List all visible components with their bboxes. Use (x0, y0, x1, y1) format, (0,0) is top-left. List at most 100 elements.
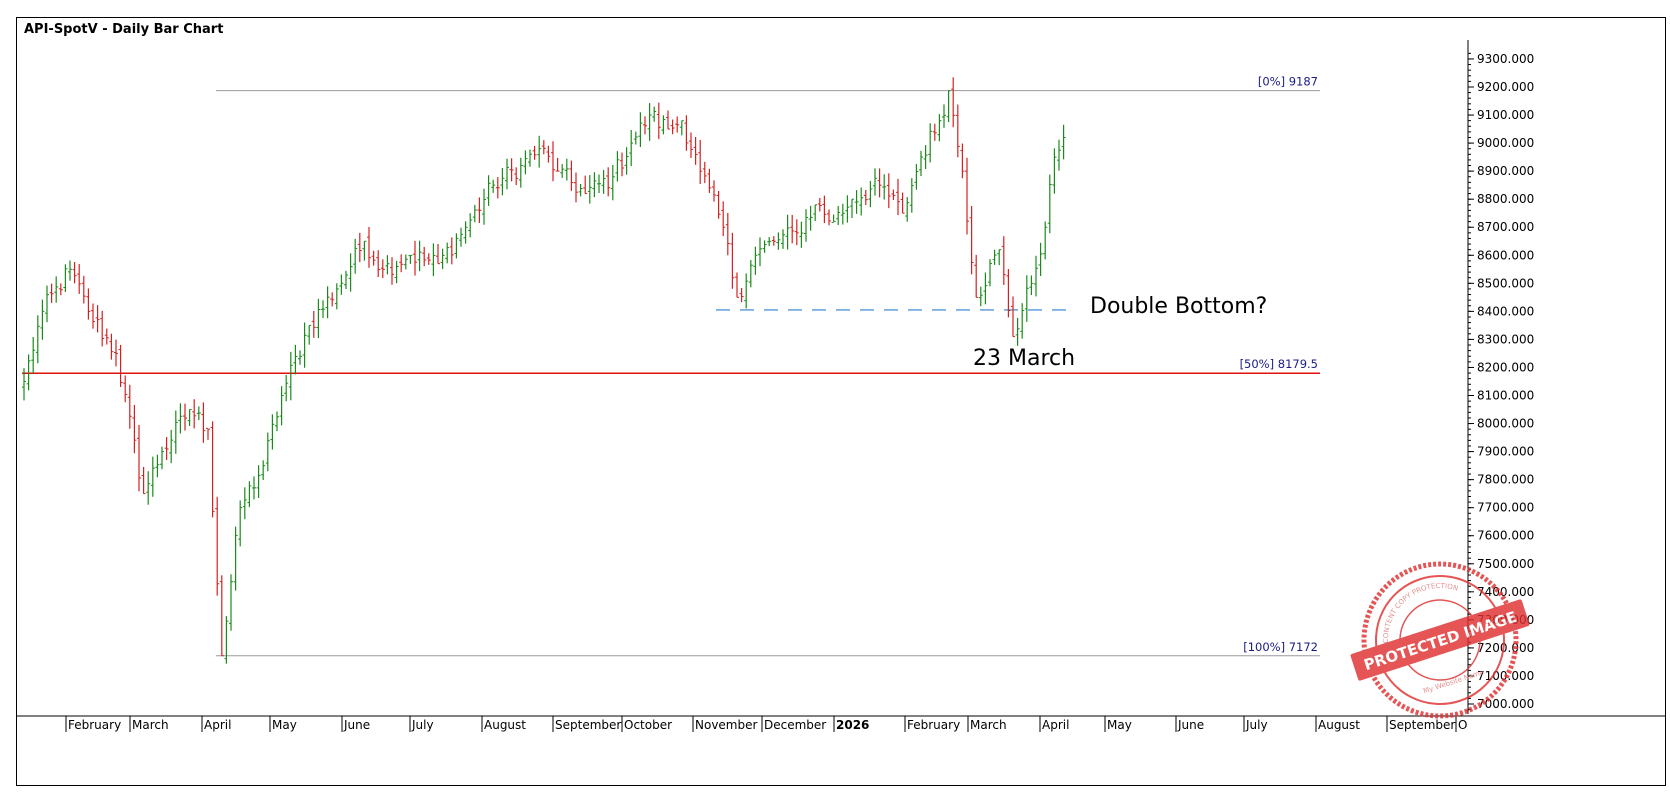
price-bar (426, 253, 431, 265)
price-bar (422, 246, 427, 267)
price-bar (141, 467, 146, 495)
price-bar (606, 167, 611, 197)
price-bar (201, 402, 206, 443)
annotation-double-bottom: Double Bottom? (1090, 294, 1267, 319)
price-bar (1038, 242, 1043, 276)
price-bar (518, 157, 523, 188)
price-bar (247, 481, 252, 508)
price-bar (500, 167, 505, 196)
x-tick-label: March (132, 718, 169, 732)
price-bar (1034, 255, 1038, 297)
price-bar (463, 221, 468, 244)
price-bar (652, 106, 657, 122)
price-bar (863, 189, 868, 206)
x-tick-label: March (970, 718, 1007, 732)
price-bar (840, 203, 845, 225)
chart-title: API-SpotV - Daily Bar Chart (24, 22, 224, 37)
price-bar (123, 375, 128, 403)
price-bar (997, 249, 1002, 266)
price-bar (974, 254, 979, 298)
price-bar (735, 272, 739, 298)
y-tick-label: 8200.000 (1477, 360, 1534, 374)
y-tick-label: 8600.000 (1477, 248, 1534, 262)
price-bar (169, 429, 174, 464)
price-bar (311, 310, 316, 338)
price-bar (408, 254, 413, 264)
price-bar (537, 135, 542, 168)
price-bar (725, 212, 730, 256)
price-bar (288, 351, 293, 401)
price-bar (482, 188, 486, 225)
annotations-layer: Double Bottom? 23 March (973, 294, 1267, 371)
price-bar (26, 354, 31, 391)
price-bar (712, 180, 716, 202)
y-tick-label: 7700.000 (1477, 501, 1534, 515)
price-bar (1015, 317, 1020, 346)
price-bar (817, 198, 822, 212)
price-bar (491, 179, 496, 193)
price-bar (592, 172, 597, 198)
price-bar (178, 403, 183, 434)
price-bar (334, 283, 339, 310)
price-bar (689, 132, 693, 158)
price-bar (781, 229, 785, 249)
price-bar (77, 264, 82, 294)
price-bar (399, 254, 404, 273)
price-bar (661, 115, 666, 135)
price-bar (385, 255, 390, 275)
price-bar (270, 414, 275, 450)
price-bar (330, 292, 335, 307)
price-bar (919, 150, 923, 177)
price-bar (509, 158, 514, 182)
price-bar (900, 192, 905, 214)
y-tick-label: 8300.000 (1477, 332, 1534, 346)
price-bar (1024, 275, 1029, 322)
price-bars (22, 77, 1066, 664)
price-bar (771, 236, 776, 246)
price-bar (344, 270, 348, 290)
price-bar (794, 219, 799, 246)
price-bar (114, 339, 118, 367)
price-bar (45, 285, 49, 323)
price-bar (528, 149, 532, 167)
price-bar (873, 168, 877, 196)
price-bar (155, 454, 160, 478)
y-tick-label: 8900.000 (1477, 164, 1534, 178)
price-bar (882, 174, 887, 200)
price-bar (164, 437, 169, 461)
price-bar (587, 175, 592, 204)
price-bar (937, 114, 942, 142)
x-tick-label: September (555, 718, 621, 732)
price-bar (886, 173, 891, 209)
price-bar (992, 249, 997, 265)
price-bar (348, 253, 353, 292)
price-bar (629, 129, 634, 167)
price-bar (951, 77, 956, 128)
price-bar (242, 487, 247, 520)
price-bar (643, 116, 647, 135)
price-bar (58, 283, 63, 296)
price-bar (1006, 268, 1011, 318)
price-bar (891, 189, 896, 200)
price-bar (555, 157, 560, 172)
price-bar (183, 403, 187, 431)
price-bar (68, 260, 72, 281)
price-bar (371, 250, 376, 266)
price-bar (647, 103, 652, 141)
x-tick-label: February (68, 718, 121, 732)
y-tick-label: 7600.000 (1477, 529, 1534, 543)
price-bar (546, 145, 551, 163)
price-bar (753, 246, 758, 275)
price-bar (923, 145, 928, 170)
price-bar (224, 616, 229, 664)
price-bar (744, 273, 749, 309)
price-bar (684, 115, 689, 151)
x-tick-label: June (343, 718, 370, 732)
y-tick-label: 8800.000 (1477, 192, 1534, 206)
price-bar (459, 227, 463, 247)
price-bar (624, 147, 629, 175)
price-bar (95, 305, 100, 333)
y-tick-label: 7500.000 (1477, 557, 1534, 571)
annotation-23-march: 23 March (973, 346, 1075, 371)
price-bar (532, 145, 537, 160)
